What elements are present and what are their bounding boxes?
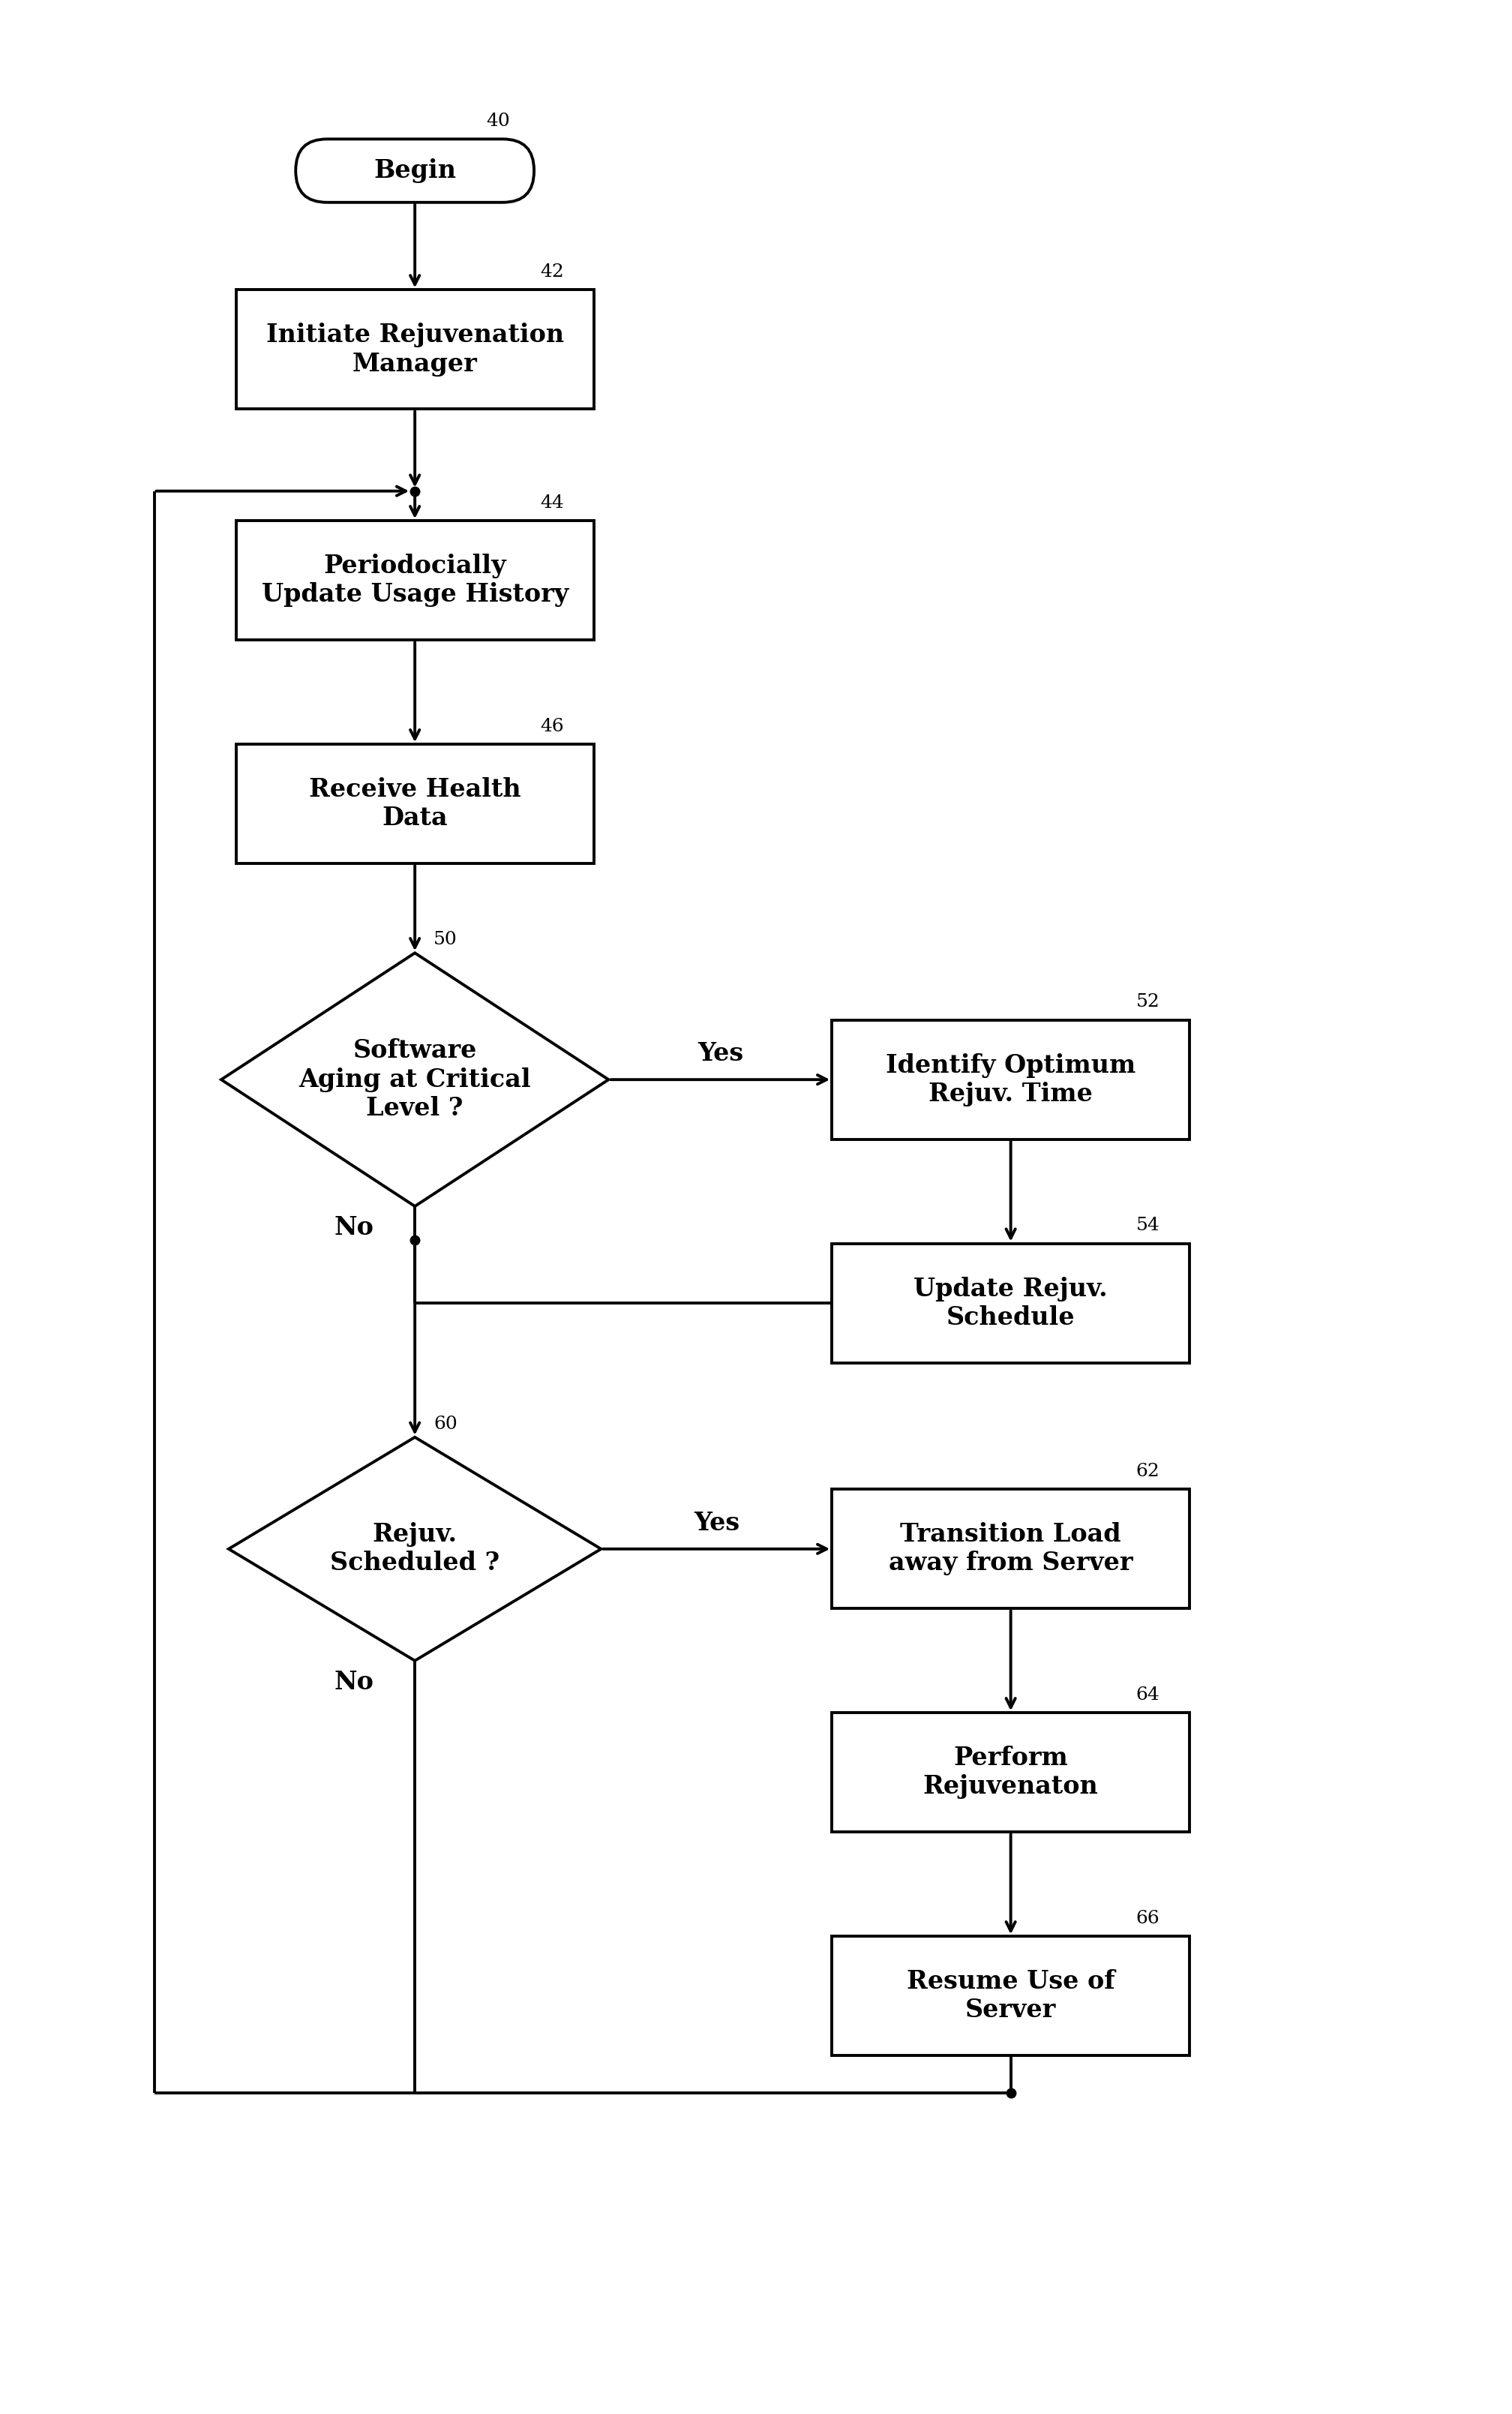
Polygon shape bbox=[221, 954, 608, 1207]
Text: 52: 52 bbox=[1136, 992, 1160, 1011]
Text: No: No bbox=[334, 1670, 373, 1695]
FancyBboxPatch shape bbox=[296, 140, 534, 203]
Text: Receive Health
Data: Receive Health Data bbox=[308, 777, 520, 830]
Bar bbox=[236, 744, 594, 864]
Polygon shape bbox=[228, 1436, 602, 1661]
Text: Initiate Rejuvenation
Manager: Initiate Rejuvenation Manager bbox=[266, 323, 564, 377]
Text: 40: 40 bbox=[487, 113, 510, 130]
Text: Software
Aging at Critical
Level ?: Software Aging at Critical Level ? bbox=[299, 1038, 531, 1120]
Bar bbox=[236, 290, 594, 408]
Text: 42: 42 bbox=[540, 263, 564, 280]
Text: 62: 62 bbox=[1136, 1463, 1160, 1480]
Text: 46: 46 bbox=[540, 717, 564, 734]
Bar bbox=[832, 1243, 1190, 1361]
Text: 54: 54 bbox=[1136, 1217, 1160, 1234]
Text: Update Rejuv.
Schedule: Update Rejuv. Schedule bbox=[913, 1277, 1108, 1330]
Bar bbox=[236, 521, 594, 640]
Text: No: No bbox=[334, 1214, 373, 1241]
Text: Periodocially
Update Usage History: Periodocially Update Usage History bbox=[262, 553, 569, 608]
Text: Begin: Begin bbox=[373, 159, 457, 183]
Bar bbox=[832, 1714, 1190, 1832]
Text: 44: 44 bbox=[540, 495, 564, 512]
Text: 64: 64 bbox=[1136, 1685, 1160, 1704]
Text: 66: 66 bbox=[1136, 1909, 1160, 1926]
Text: Transition Load
away from Server: Transition Load away from Server bbox=[889, 1523, 1132, 1576]
Bar bbox=[832, 1936, 1190, 2057]
Text: 50: 50 bbox=[434, 932, 457, 949]
Bar bbox=[832, 1489, 1190, 1608]
Text: Rejuv.
Scheduled ?: Rejuv. Scheduled ? bbox=[330, 1523, 499, 1576]
Text: Yes: Yes bbox=[694, 1511, 739, 1535]
Text: Resume Use of
Server: Resume Use of Server bbox=[907, 1970, 1114, 2023]
Text: Perform
Rejuvenaton: Perform Rejuvenaton bbox=[924, 1745, 1098, 1798]
Text: Identify Optimum
Rejuv. Time: Identify Optimum Rejuv. Time bbox=[886, 1053, 1136, 1106]
Text: Yes: Yes bbox=[697, 1040, 744, 1067]
Bar bbox=[832, 1021, 1190, 1139]
Text: 60: 60 bbox=[434, 1415, 457, 1434]
